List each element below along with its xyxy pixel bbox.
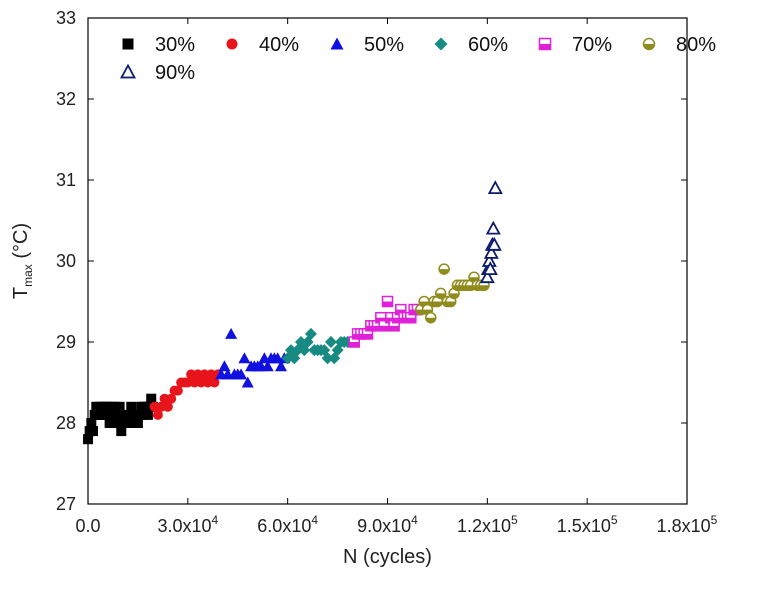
data-point (122, 409, 133, 420)
legend-item-30pct: 30% (122, 34, 195, 56)
data-point (425, 311, 437, 324)
data-point (483, 245, 499, 259)
legend-label: 30% (155, 34, 195, 56)
data-points (83, 180, 503, 445)
data-point (487, 180, 503, 195)
series-30pct (83, 393, 158, 445)
series-80pct (415, 263, 490, 324)
data-point (111, 418, 122, 428)
series-90pct (479, 180, 503, 284)
data-point (114, 401, 125, 412)
series-60pct (281, 327, 357, 365)
legend-label: 90% (155, 62, 195, 84)
y-axis-label-sub: max (21, 264, 35, 287)
data-point (485, 220, 501, 235)
series-50pct (215, 327, 291, 388)
plot-frame (87, 17, 688, 505)
data-point (99, 409, 110, 420)
legend-label: 50% (364, 34, 404, 56)
data-point (83, 434, 93, 445)
legend-marker (330, 37, 344, 50)
data-point (275, 360, 288, 372)
y-tick-label-3: 30 (56, 251, 76, 271)
x-axis-label: N (cycles) (343, 546, 432, 568)
y-tick-label-5: 32 (56, 89, 76, 109)
data-point (146, 393, 157, 404)
data-point (162, 401, 173, 412)
x-tick-label-2: 6.0x104 (257, 513, 318, 536)
data-point (112, 409, 123, 420)
data-point (238, 352, 251, 364)
legend-label: 80% (676, 34, 716, 56)
y-axis-label-main: T (10, 287, 32, 299)
data-point (87, 426, 98, 437)
data-point (104, 418, 115, 428)
legend-label: 70% (572, 34, 612, 56)
legend-label: 40% (259, 34, 299, 56)
data-point (438, 263, 450, 275)
data-point (152, 409, 163, 420)
y-tick-label-1: 28 (56, 413, 76, 433)
data-point (261, 360, 274, 372)
data-point (225, 327, 238, 339)
legend-label: 60% (468, 34, 508, 56)
legend-item-60pct: 60% (434, 34, 508, 56)
data-point (431, 295, 444, 308)
legend-marker (538, 37, 552, 51)
legend-marker (119, 63, 137, 79)
legend-marker (642, 37, 656, 51)
y-tick-label-0: 27 (56, 494, 76, 514)
data-point (304, 327, 317, 340)
x-tick-label-3: 9.0x104 (357, 513, 418, 536)
series-70pct (348, 295, 424, 348)
data-point (209, 377, 220, 388)
x-tick-label-6: 1.8x105 (657, 513, 718, 536)
legend: 30% 40% 50% 60% 70% 80% 90% (119, 34, 716, 84)
legend-item-80pct: 80% (642, 34, 716, 56)
x-tick-label-1: 3.0x104 (157, 513, 218, 536)
data-point (166, 393, 177, 404)
data-point (434, 287, 447, 300)
legend-marker (434, 37, 448, 51)
legend-item-50pct: 50% (330, 34, 404, 56)
y-axis-label-unit: (°C) (10, 223, 32, 264)
legend-marker (122, 38, 134, 50)
x-tick-label-5: 1.5x105 (557, 513, 618, 536)
data-point (324, 336, 337, 348)
data-point (126, 401, 137, 412)
plot-area (87, 17, 688, 505)
x-tick-label-0: 0.0 (75, 516, 100, 536)
data-point (321, 352, 334, 365)
data-point (172, 385, 183, 396)
series-40pct (149, 369, 223, 420)
legend-marker (226, 38, 238, 50)
legend-item-70pct: 70% (538, 34, 612, 56)
data-point (486, 236, 502, 251)
y-tick-label-6: 33 (56, 8, 76, 28)
y-tick-label-4: 31 (56, 170, 76, 190)
data-point (132, 418, 143, 428)
data-point (479, 269, 495, 284)
legend-item-40pct: 40% (226, 34, 299, 56)
y-axis-label: Tmax (°C) (10, 223, 35, 299)
data-point (142, 409, 153, 420)
data-point (218, 360, 231, 372)
data-point (235, 368, 248, 380)
data-point (381, 295, 394, 308)
y-tick-label-2: 29 (56, 332, 76, 352)
legend-item-90pct: 90% (119, 62, 195, 84)
data-point (482, 261, 498, 276)
axes: 0.0 3.0x104 6.0x104 9.0x104 1.2x105 1.5x105 1.… (56, 8, 718, 536)
data-point (116, 426, 127, 437)
x-tick-label-4: 1.2x105 (457, 513, 518, 536)
data-point (241, 376, 254, 388)
